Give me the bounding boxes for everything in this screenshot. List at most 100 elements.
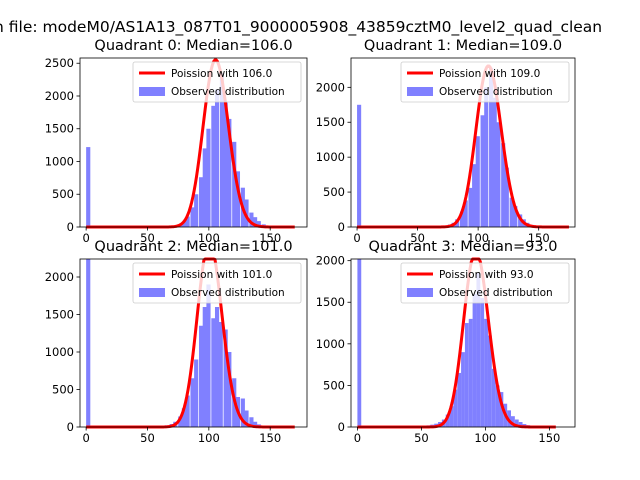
legend: Poission with 106.0 Observed distribution [132, 61, 302, 103]
hist-bar [206, 284, 211, 427]
y-tick-label: 1000 [45, 154, 74, 168]
hist-bar [235, 171, 241, 227]
y-tick-label: 1500 [316, 295, 345, 309]
legend-box [400, 262, 570, 304]
hist-bar [468, 318, 473, 427]
hist-bar [453, 389, 458, 427]
y-tick-label: 0 [67, 420, 74, 434]
hist-bar [445, 414, 450, 427]
legend-box [132, 61, 302, 103]
hist-bar [511, 416, 515, 427]
y-tick-label: 1000 [316, 337, 345, 351]
hist-bar [253, 421, 258, 427]
hist-bar [513, 206, 518, 227]
y-tick-label: 500 [323, 378, 345, 392]
legend-label: Poission with 109.0 [439, 68, 540, 80]
y-tick-label: 500 [52, 187, 74, 201]
y-tick-label: 500 [323, 185, 345, 199]
y-tick-label: 2000 [45, 89, 74, 103]
y-tick-label: 2000 [316, 80, 345, 94]
hist-bar [249, 212, 254, 227]
legend-label: Poission with 93.0 [439, 269, 534, 281]
hist-bar [518, 422, 523, 427]
x-tick-label: 50 [414, 431, 429, 445]
legend-bar-swatch [139, 87, 165, 96]
axes-frame [79, 57, 308, 228]
hist-bar [232, 141, 237, 227]
y-tick-label: 1500 [45, 122, 74, 136]
y-tick-label: 1500 [45, 308, 74, 322]
hist-bar [357, 259, 362, 427]
legend: Poission with 93.0 Observed distribution [400, 262, 570, 304]
chart-panel-2: Quadrant 2: Median=101.00 50 100 1500500100… [45, 239, 308, 445]
hist-bar [202, 307, 207, 427]
hist-bar [514, 419, 519, 427]
hist-bar [206, 128, 211, 227]
chart-panel-0: Quadrant 0: Median=106.00 50 100 1500500100… [45, 38, 308, 245]
hist-bar [457, 372, 462, 427]
y-tick-label: 1000 [45, 345, 74, 359]
hist-bar [480, 298, 485, 427]
hist-bar [190, 207, 195, 227]
hist-bar [214, 307, 220, 427]
y-tick-label: 2000 [45, 270, 74, 284]
legend-box [400, 61, 570, 103]
hist-bar [449, 406, 454, 427]
hist-bar [185, 216, 190, 227]
legend-label: Observed distribution [439, 287, 553, 299]
axes-frame [79, 258, 308, 428]
hist-bar [249, 417, 254, 427]
y-tick-label: 0 [338, 220, 345, 234]
hist-bar [185, 395, 190, 427]
hist-bar [484, 318, 488, 427]
hist-bar [459, 211, 465, 227]
hist-bar [475, 136, 480, 227]
hist-bar [86, 147, 91, 227]
x-tick-label: 150 [528, 231, 550, 245]
axes-frame [350, 258, 576, 428]
x-tick-label: 50 [140, 431, 155, 445]
y-tick-label: 0 [67, 220, 74, 234]
hist-bar [499, 392, 504, 427]
y-tick-label: 2500 [45, 56, 74, 70]
hist-bar [464, 323, 469, 427]
hist-bar [199, 177, 204, 227]
hist-bar [194, 359, 199, 427]
x-tick-label: 150 [259, 431, 281, 445]
legend-label: Poission with 106.0 [171, 68, 272, 80]
hist-bar [463, 200, 468, 227]
hist-bar [491, 368, 496, 427]
hist-bar [223, 102, 228, 227]
hist-bar [178, 416, 183, 427]
legend-label: Observed distribution [171, 287, 285, 299]
hist-bar [492, 97, 497, 227]
legend-bar-swatch [407, 87, 433, 96]
hist-bar [504, 167, 509, 227]
chart-title: Quadrant 0: Median=106.0 [94, 38, 292, 54]
hist-bar [199, 325, 204, 427]
legend-label: Poission with 101.0 [171, 269, 272, 281]
hist-bar [480, 115, 485, 227]
x-tick-label: 100 [474, 431, 496, 445]
hist-bar [357, 104, 362, 227]
figure-suptitle: n file: modeM0/AS1A13_087T01_9000005908_… [0, 18, 602, 37]
legend-label: Observed distribution [439, 86, 553, 98]
x-tick-label: 100 [198, 231, 220, 245]
x-tick-label: 0 [353, 231, 360, 245]
axes-frame [350, 57, 576, 228]
hist-bar [211, 105, 216, 227]
hist-bar [468, 187, 473, 227]
legend-label: Observed distribution [171, 86, 285, 98]
x-tick-label: 50 [410, 231, 425, 245]
chart-title: Quadrant 3: Median=93.0 [369, 239, 558, 255]
hist-bar [219, 73, 225, 228]
hist-bar [194, 194, 199, 227]
x-tick-label: 100 [467, 231, 489, 245]
hist-bar [86, 259, 91, 427]
chart-title: Quadrant 2: Median=101.0 [94, 239, 292, 255]
hist-bar [244, 199, 249, 227]
legend-bar-swatch [407, 288, 433, 297]
hist-bar [240, 398, 245, 427]
hist-bar [461, 352, 465, 427]
